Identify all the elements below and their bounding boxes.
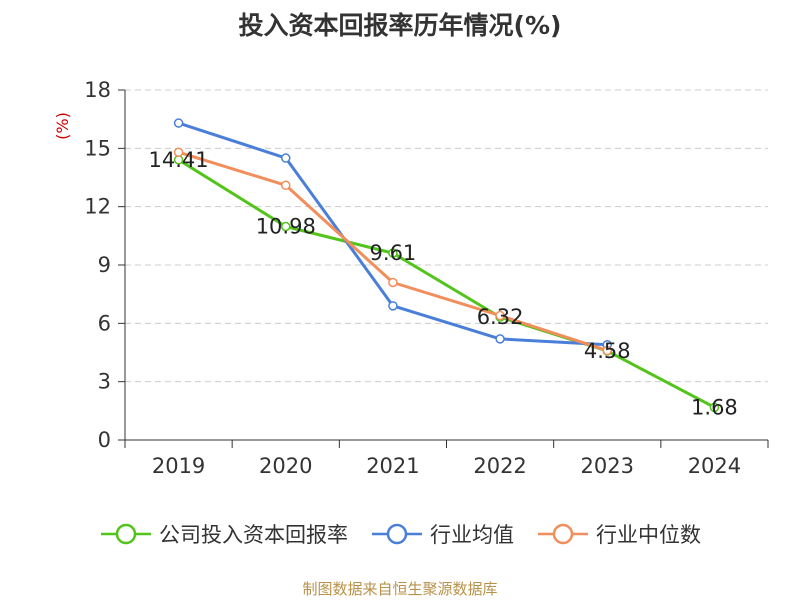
data-label: 6.32 (477, 305, 524, 329)
x-tick-label: 2019 (152, 454, 205, 478)
legend-item[interactable]: 行业中位数 (536, 519, 701, 549)
data-point (495, 310, 505, 321)
data-label: 9.61 (370, 241, 417, 265)
series-lines (173, 118, 720, 413)
source-note: 制图数据来自恒生聚源数据库 (302, 580, 498, 598)
data-point (388, 301, 398, 311)
chart-title: 投入资本回报率历年情况(%) (238, 11, 562, 40)
legend-label: 行业中位数 (596, 523, 701, 547)
data-point (388, 277, 398, 288)
y-tick-label: 9 (98, 253, 111, 277)
y-tick-label: 15 (84, 136, 111, 160)
data-label: 1.68 (691, 395, 738, 419)
grid-lines (125, 89, 768, 383)
data-point (602, 345, 612, 356)
legend-swatch-icon (101, 523, 151, 545)
data-point (281, 153, 291, 163)
x-tick-label: 2022 (473, 454, 526, 478)
data-point (388, 248, 398, 258)
legend-swatch-icon (372, 523, 422, 545)
y-tick-label: 12 (84, 195, 111, 219)
legend: 公司投入资本回报率 行业均值 行业中位数 (0, 519, 800, 549)
x-tick-label: 2023 (581, 454, 634, 478)
y-tick-label: 18 (84, 78, 111, 102)
axes: 0 3 6 9 12 15 18 2019 2020 2021 2022 2023 2024 (%) (53, 78, 769, 478)
x-tick-label: 2021 (366, 454, 419, 478)
data-label: 10.98 (256, 215, 316, 239)
data-point (281, 221, 291, 232)
data-point (709, 402, 720, 413)
legend-item[interactable]: 行业均值 (370, 519, 514, 549)
data-label: 14.41 (149, 148, 209, 172)
x-tick-label: 2020 (259, 454, 312, 478)
y-tick-label: 3 (98, 370, 111, 394)
legend-swatch-icon (538, 523, 588, 545)
series-line (177, 158, 716, 409)
data-point (173, 118, 184, 128)
series-line (178, 121, 608, 347)
x-tick-label: 2024 (688, 454, 741, 478)
y-axis-unit-label: (%) (53, 112, 72, 140)
data-point (173, 147, 184, 157)
y-tick-label: 6 (98, 311, 111, 335)
data-point (495, 334, 505, 344)
data-point (281, 180, 291, 191)
data-label: 4.58 (584, 339, 631, 363)
data-labels: 14.41 10.98 9.61 6.32 4.58 1.68 (149, 148, 738, 420)
legend-item[interactable]: 公司投入资本回报率 (99, 519, 348, 549)
legend-swatch-marker (115, 523, 137, 545)
legend-label: 公司投入资本回报率 (159, 523, 348, 547)
legend-swatch-marker (552, 523, 574, 545)
legend-swatch-marker (386, 523, 408, 545)
legend-label: 行业均值 (430, 523, 514, 547)
y-tick-label: 0 (98, 428, 111, 452)
